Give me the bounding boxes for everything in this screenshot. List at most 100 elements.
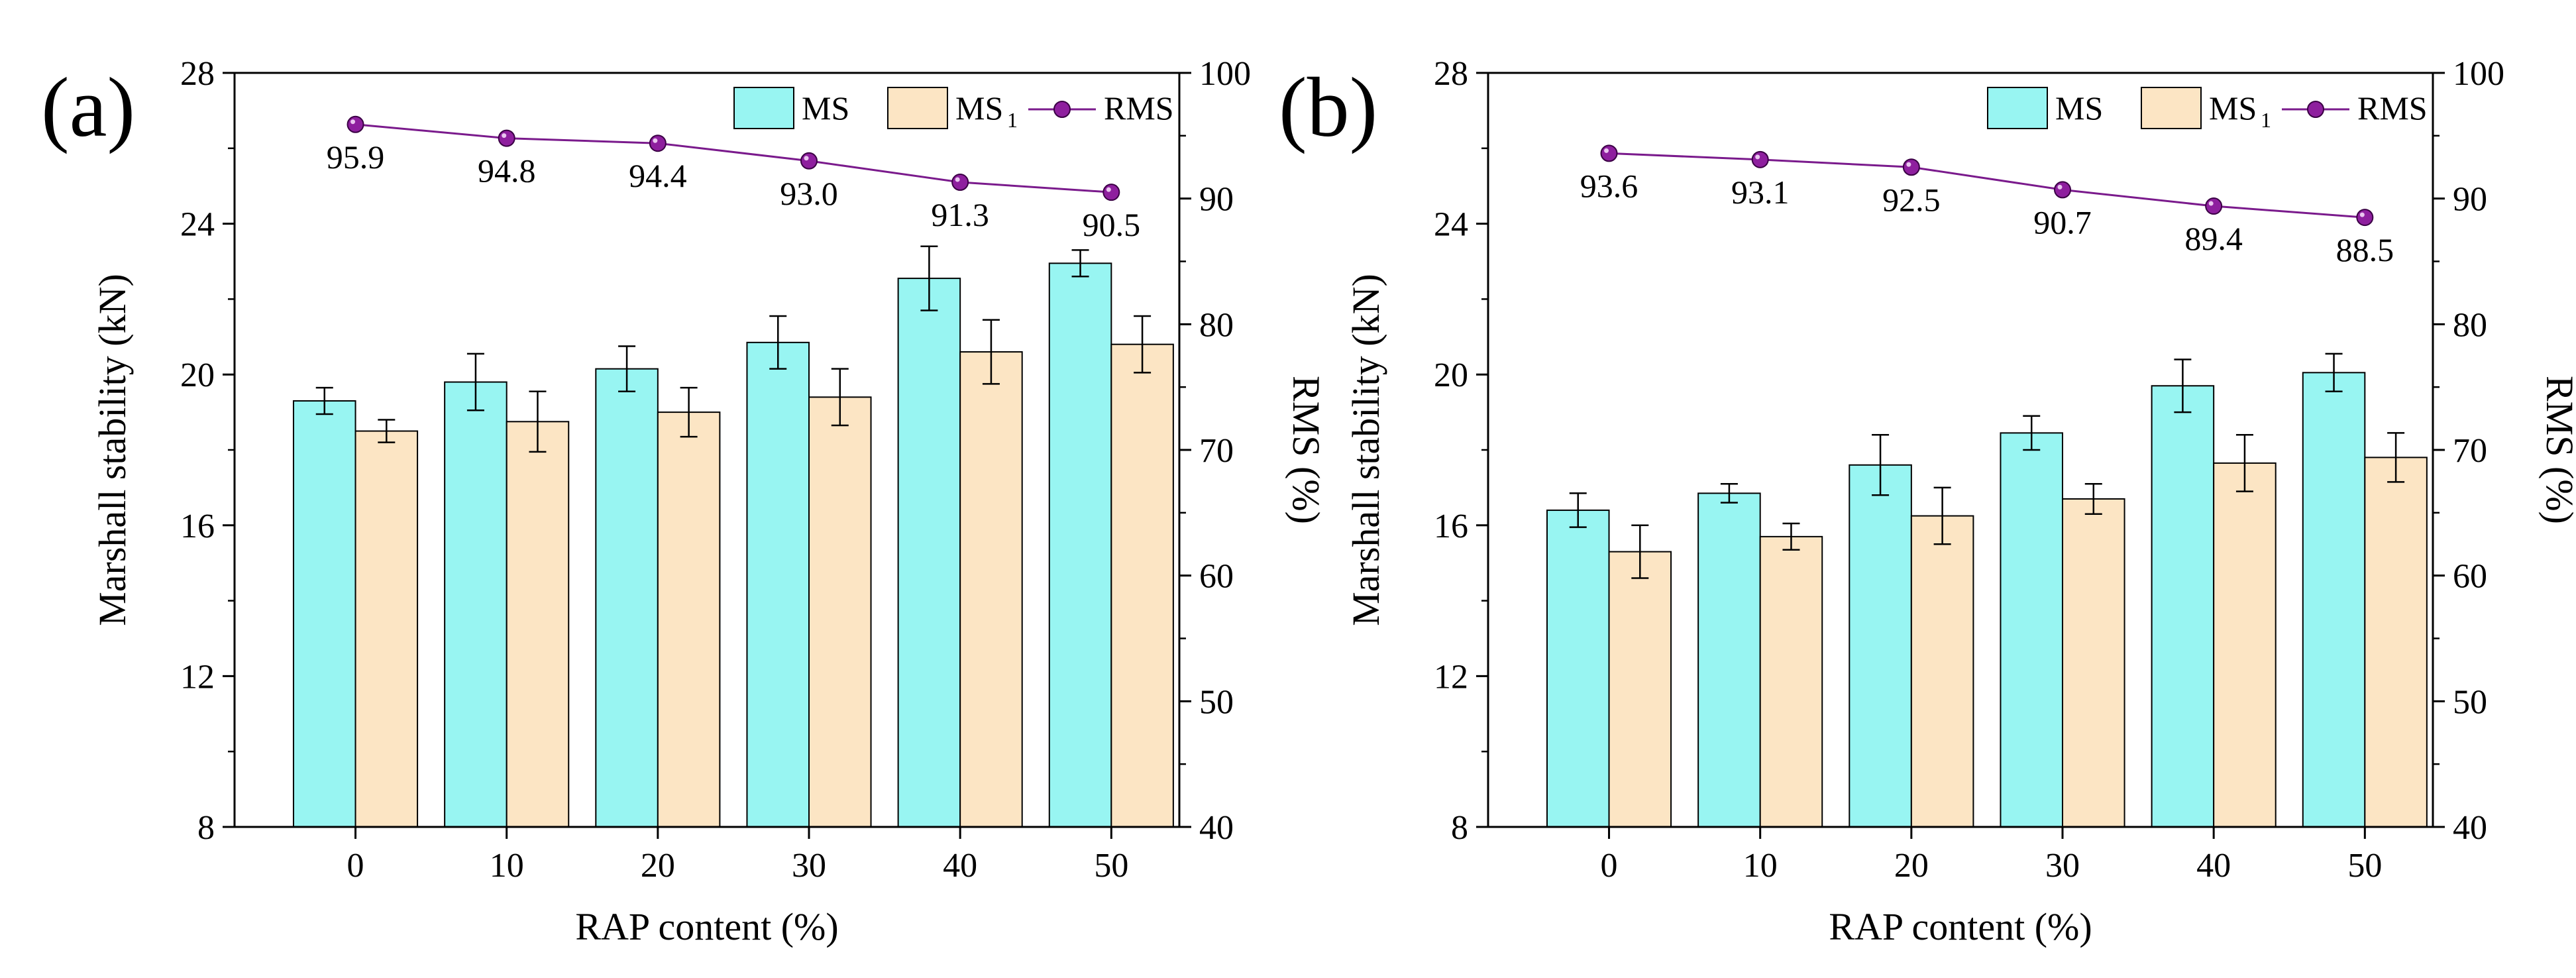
rms-point-0 <box>1600 144 1618 162</box>
rms-data-label: 89.4 <box>2184 220 2243 257</box>
rms-data-label: 93.1 <box>1731 174 1790 211</box>
legend-swatch-ms <box>733 87 794 129</box>
legend-label-ms: MS <box>802 89 849 127</box>
y-tick-label: 8 <box>1451 809 1468 847</box>
ms-error-bar-10 <box>466 353 484 411</box>
legend-marker-rms <box>2307 101 2324 118</box>
legend: MS MS 1 RMS <box>733 87 1174 132</box>
rms-data-label: 93.6 <box>1580 167 1638 204</box>
x-tick-label: 40 <box>943 847 977 885</box>
rms-point-30 <box>800 152 818 170</box>
panel-label: (a) <box>41 60 135 154</box>
y-tick-label: 20 <box>1434 356 1468 394</box>
x-tick-label: 10 <box>1743 847 1778 885</box>
ms-error-bar-30 <box>769 315 787 370</box>
y-tick-label: 24 <box>180 206 215 244</box>
y2-tick-label: 100 <box>2453 55 2504 93</box>
rms-data-label: 90.7 <box>2033 203 2092 241</box>
ms-bar-30 <box>746 341 810 828</box>
ms1-bar-40 <box>2213 462 2277 828</box>
rms-line <box>1609 152 2365 219</box>
rms-point-50 <box>1102 184 1120 201</box>
ms-bar-20 <box>1849 464 1912 828</box>
x-axis-title: RAP content (%) <box>1829 905 2092 948</box>
ms-error-bar-40 <box>2174 358 2192 413</box>
y-tick-label: 20 <box>180 356 215 394</box>
ms1-error-bar-30 <box>2084 482 2102 515</box>
legend-label-rms: RMS <box>1104 89 1174 127</box>
ms1-error-bar-50 <box>1134 315 1152 374</box>
rms-point-0 <box>347 115 364 133</box>
ms1-error-bar-50 <box>2387 432 2405 483</box>
rms-data-label: 93.0 <box>780 175 838 212</box>
x-axis-title: RAP content (%) <box>575 905 838 948</box>
rms-point-50 <box>2356 209 2374 227</box>
y-axis-title: Marshall stability (kN) <box>1344 274 1387 626</box>
rms-point-30 <box>2054 181 2072 199</box>
ms1-error-bar-40 <box>2235 433 2253 492</box>
x-tick-label: 50 <box>2347 847 2382 885</box>
y-tick-label: 8 <box>197 809 215 847</box>
ms-bar-10 <box>444 381 508 828</box>
y2-tick-label: 80 <box>2453 306 2487 344</box>
ms1-error-bar-20 <box>1933 486 1951 545</box>
ms-error-bar-50 <box>2325 353 2343 393</box>
y-tick-label: 16 <box>180 508 215 545</box>
rms-data-label: 90.5 <box>1083 206 1141 243</box>
panel-label: (b) <box>1279 60 1377 154</box>
x-tick-label: 50 <box>1094 847 1128 885</box>
rms-data-label: 88.5 <box>2336 231 2394 268</box>
legend-label-ms1: MS <box>955 89 1003 127</box>
y-tick-label: 12 <box>180 658 215 696</box>
rms-point-20 <box>649 135 667 152</box>
y2-tick-label: 50 <box>1199 683 1234 721</box>
x-tick-label: 20 <box>641 847 675 885</box>
legend-swatch-ms1 <box>887 87 948 129</box>
ms-bar-40 <box>2151 385 2215 828</box>
rms-point-40 <box>2205 197 2223 215</box>
ms-bar-50 <box>2302 372 2366 828</box>
rms-data-label: 92.5 <box>1882 181 1941 218</box>
ms-bar-50 <box>1048 262 1112 828</box>
ms1-error-bar-20 <box>680 386 698 438</box>
legend-marker-rms <box>1053 101 1071 118</box>
rms-data-label: 94.8 <box>478 152 536 190</box>
legend-label-ms1-subscript: 1 <box>1007 108 1018 132</box>
rms-line <box>355 123 1112 193</box>
ms-bar-0 <box>1546 510 1610 828</box>
y2-tick-label: 90 <box>1199 181 1234 219</box>
legend-swatch-ms1 <box>2141 87 2202 129</box>
rms-point-10 <box>1751 150 1769 168</box>
rms-point-20 <box>1902 158 1920 176</box>
ms1-bar-50 <box>2364 457 2428 828</box>
ms-error-bar-0 <box>1569 492 1587 528</box>
ms1-error-bar-10 <box>529 390 547 453</box>
x-tick-label: 0 <box>347 847 364 885</box>
y-tick-label: 28 <box>180 55 215 93</box>
ms-bar-20 <box>595 368 659 828</box>
ms1-bar-40 <box>959 351 1023 828</box>
ms-error-bar-30 <box>2023 415 2041 451</box>
ms1-error-bar-40 <box>982 319 1000 385</box>
legend-swatch-ms <box>1987 87 2048 129</box>
legend-label-ms1-subscript: 1 <box>2261 108 2271 132</box>
ms1-bar-50 <box>1110 343 1174 828</box>
y2-tick-label: 70 <box>1199 432 1234 470</box>
panel-a: (a) 95.9 94.8 94.4 93.0 91.3 90.5 8 12 16 20 24 28 40… <box>41 55 1328 948</box>
y2-tick-label: 100 <box>1199 55 1251 93</box>
y2-tick-label: 70 <box>2453 432 2487 470</box>
rms-data-label: 94.4 <box>629 157 687 194</box>
ms-error-bar-10 <box>1720 482 1738 504</box>
y2-tick-label: 60 <box>1199 558 1234 596</box>
ms-error-bar-0 <box>315 386 333 415</box>
y2-tick-label: 50 <box>2453 683 2487 721</box>
ms-bar-30 <box>2000 432 2064 828</box>
ms1-bar-20 <box>657 411 721 828</box>
ms1-bar-10 <box>1759 535 1823 828</box>
ms1-bar-30 <box>2062 498 2125 828</box>
x-tick-label: 10 <box>490 847 524 885</box>
ms-error-bar-50 <box>1071 249 1089 278</box>
y-tick-label: 12 <box>1434 658 1468 696</box>
y2-tick-label: 40 <box>1199 809 1234 847</box>
